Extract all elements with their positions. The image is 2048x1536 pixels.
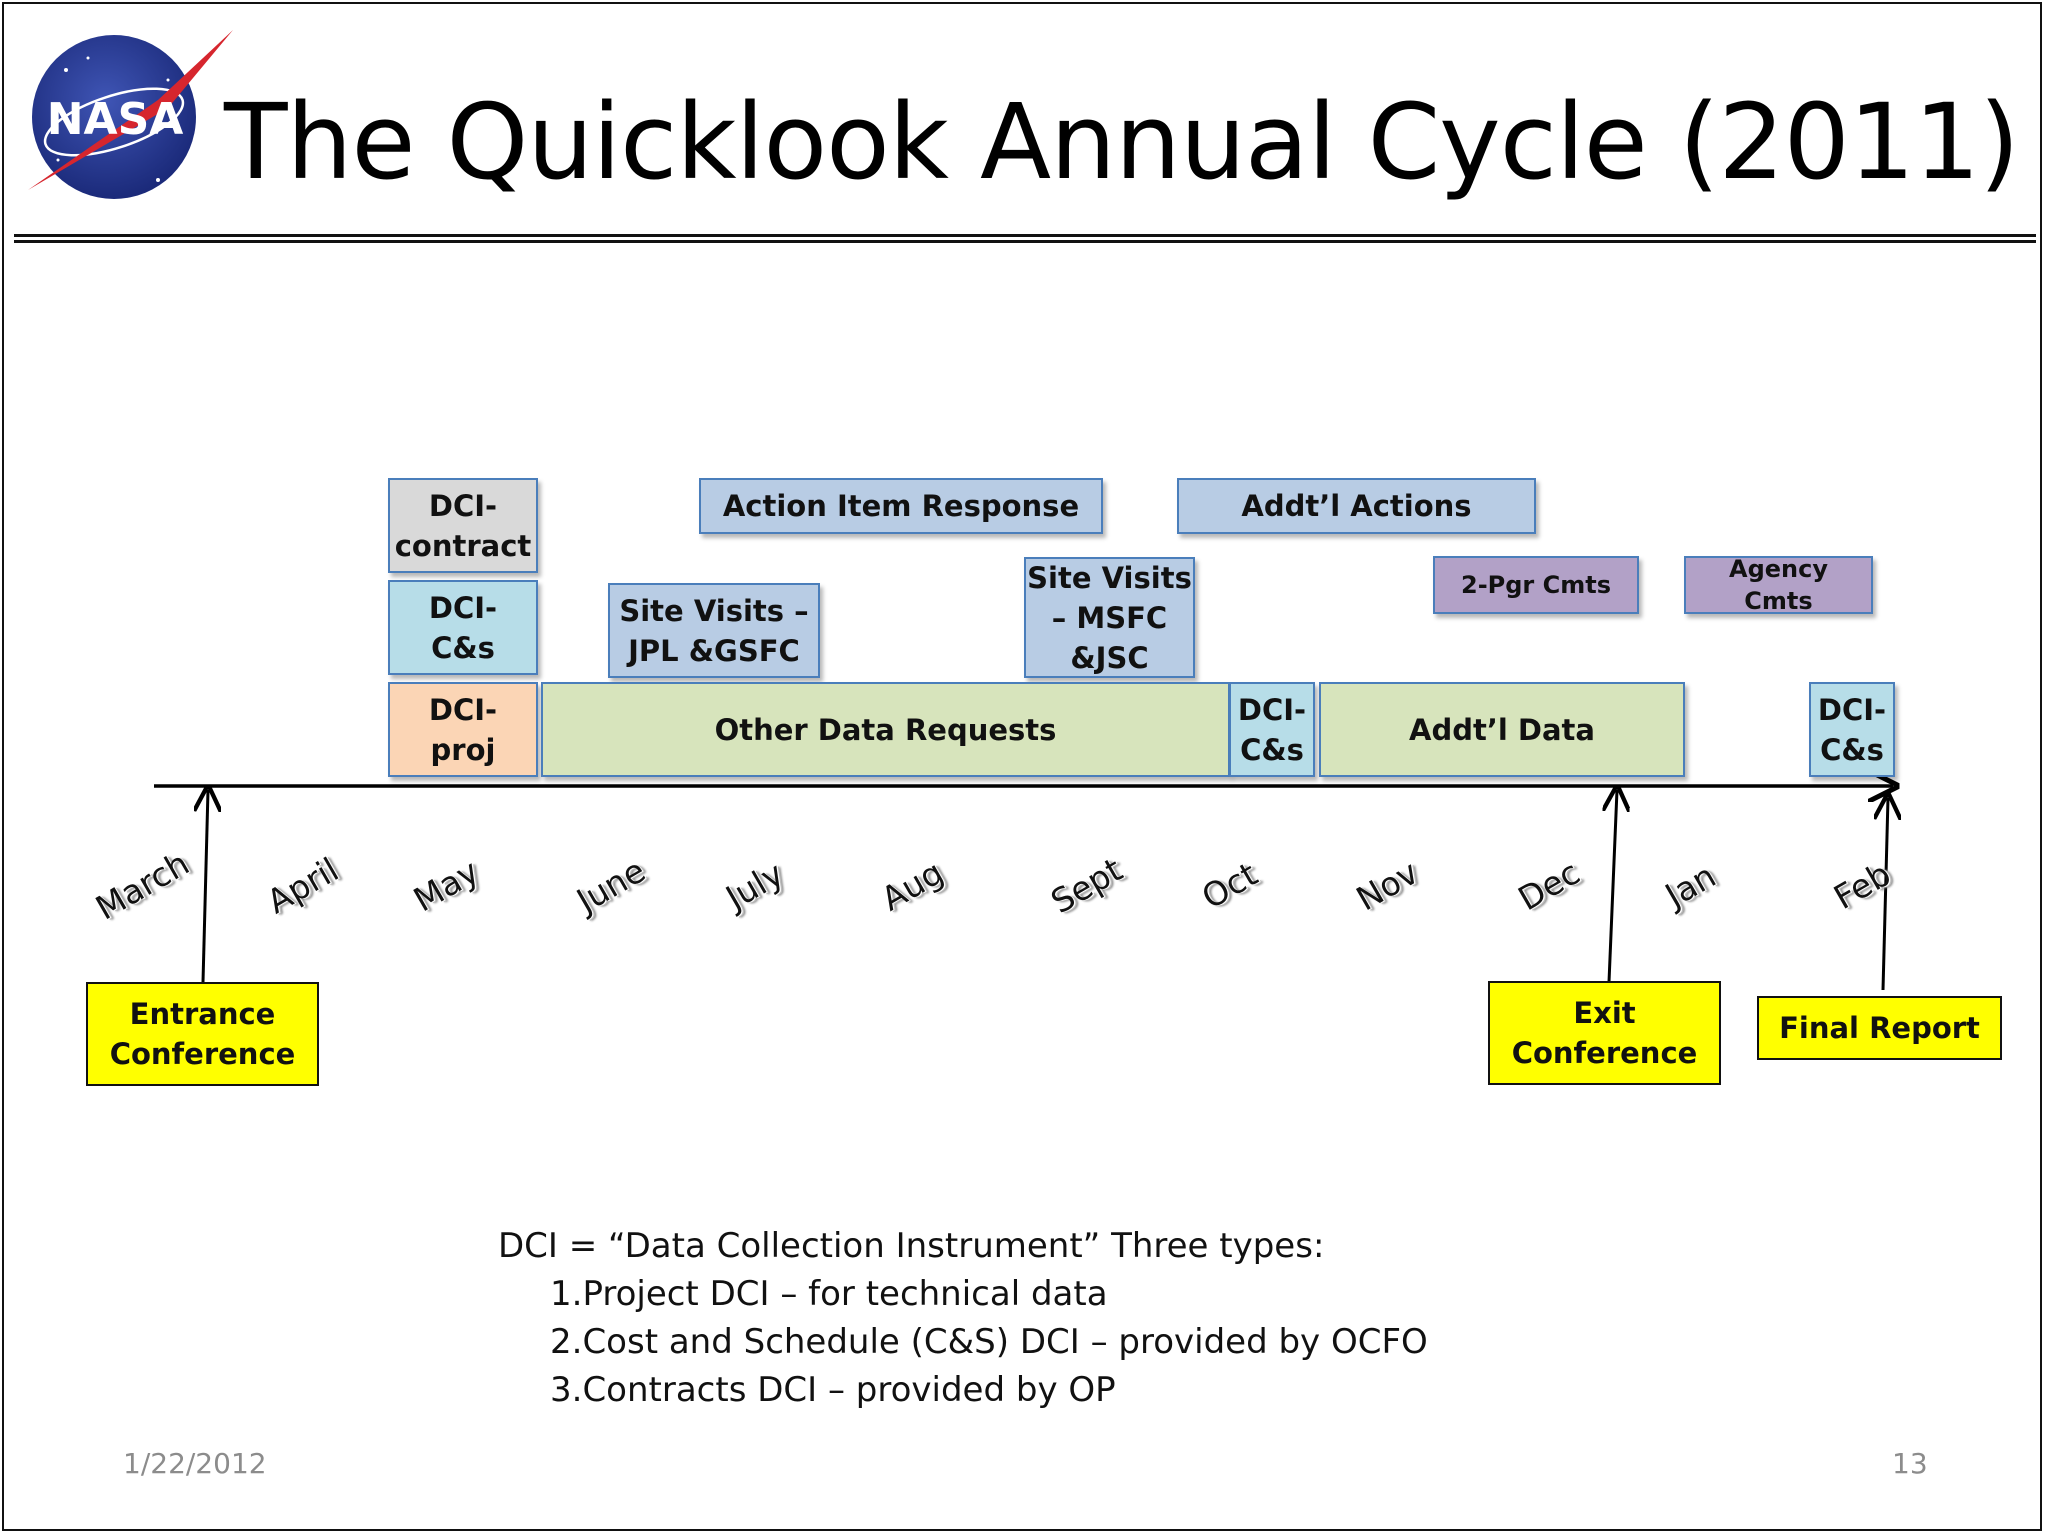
legend-item: 2.Cost and Schedule (C&S) DCI – provided… bbox=[550, 1322, 1428, 1362]
nasa-logo-text: NASA bbox=[47, 94, 184, 145]
box-dci-cs-feb: DCI- C&s bbox=[1809, 682, 1895, 777]
final-report-arrow bbox=[1883, 798, 1888, 991]
legend-item: 3.Contracts DCI – provided by OP bbox=[550, 1370, 1116, 1410]
box-dci-cs-may: DCI- C&s bbox=[388, 580, 538, 675]
box-addtl-data: Addt’l Data bbox=[1319, 682, 1685, 777]
box-dci-proj: DCI- proj bbox=[388, 682, 538, 777]
box-site-visits-msfc: Site Visits – MSFC &JSC bbox=[1024, 557, 1195, 678]
entrance-conference-arrow bbox=[203, 790, 208, 983]
title-rule-bottom bbox=[14, 240, 2036, 243]
box-action-item-response: Action Item Response bbox=[699, 478, 1103, 534]
exit-conference-arrow bbox=[1609, 790, 1617, 983]
box-dci-cs-oct: DCI- C&s bbox=[1229, 682, 1315, 777]
legend-item: 1.Project DCI – for technical data bbox=[550, 1274, 1108, 1314]
milestone-exit-conference: Exit Conference bbox=[1488, 981, 1721, 1085]
milestone-entrance-conference: Entrance Conference bbox=[86, 982, 319, 1086]
box-two-pgr-cmts: 2-Pgr Cmts bbox=[1433, 556, 1639, 614]
box-site-visits-jpl: Site Visits – JPL &GSFC bbox=[608, 583, 820, 678]
title-rule-top bbox=[14, 234, 2036, 237]
slide-title: The Quicklook Annual Cycle (2011) bbox=[224, 81, 2020, 203]
nasa-logo: NASA bbox=[28, 30, 233, 199]
box-dci-contract: DCI- contract bbox=[388, 478, 538, 573]
box-other-data-requests: Other Data Requests bbox=[541, 682, 1230, 777]
milestone-final-report: Final Report bbox=[1757, 996, 2002, 1060]
dci-legend: DCI = “Data Collection Instrument” Three… bbox=[498, 1222, 1428, 1414]
slide-page-number: 13 bbox=[1892, 1447, 1928, 1480]
box-addtl-actions: Addt’l Actions bbox=[1177, 478, 1536, 534]
slide-date: 1/22/2012 bbox=[123, 1447, 267, 1480]
legend-intro: DCI = “Data Collection Instrument” Three… bbox=[498, 1226, 1325, 1266]
box-agency-cmts: Agency Cmts bbox=[1684, 555, 1873, 615]
